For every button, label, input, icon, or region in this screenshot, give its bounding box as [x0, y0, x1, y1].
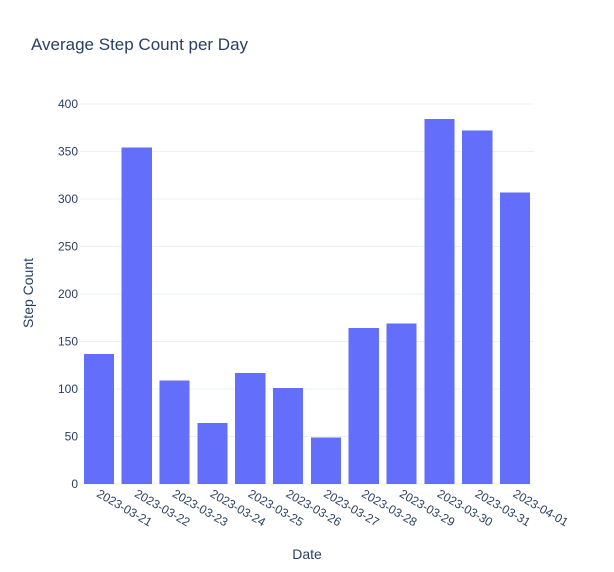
- bar[interactable]: [462, 130, 493, 484]
- bar[interactable]: [310, 437, 342, 484]
- bar[interactable]: [159, 380, 190, 484]
- y-tick-label: 350: [58, 145, 78, 159]
- bar[interactable]: [348, 328, 379, 484]
- chart-title: Average Step Count per Day: [31, 35, 249, 54]
- x-axis-ticks: 2023-03-212023-03-222023-03-232023-03-24…: [94, 486, 571, 529]
- x-axis-title: Date: [292, 546, 322, 562]
- y-tick-label: 300: [58, 192, 78, 206]
- y-tick-label: 0: [71, 477, 78, 491]
- gridlines: [80, 103, 534, 485]
- y-tick-label: 250: [58, 240, 78, 254]
- bar[interactable]: [424, 119, 455, 484]
- bar[interactable]: [272, 388, 304, 484]
- y-tick-label: 200: [58, 287, 78, 301]
- bar[interactable]: [386, 323, 417, 484]
- bar[interactable]: [83, 353, 115, 484]
- bar[interactable]: [121, 147, 152, 484]
- y-tick-label: 400: [58, 97, 78, 111]
- bar[interactable]: [197, 423, 228, 484]
- y-axis-ticks: 0 50 100 150 200 250 300 350 400: [58, 97, 78, 491]
- y-tick-label: 100: [58, 382, 78, 396]
- bar[interactable]: [235, 372, 266, 484]
- bars: [83, 119, 531, 484]
- y-tick-label: 150: [58, 335, 78, 349]
- y-axis-title: Step Count: [20, 258, 36, 328]
- bar[interactable]: [499, 192, 531, 484]
- y-tick-label: 50: [65, 430, 79, 444]
